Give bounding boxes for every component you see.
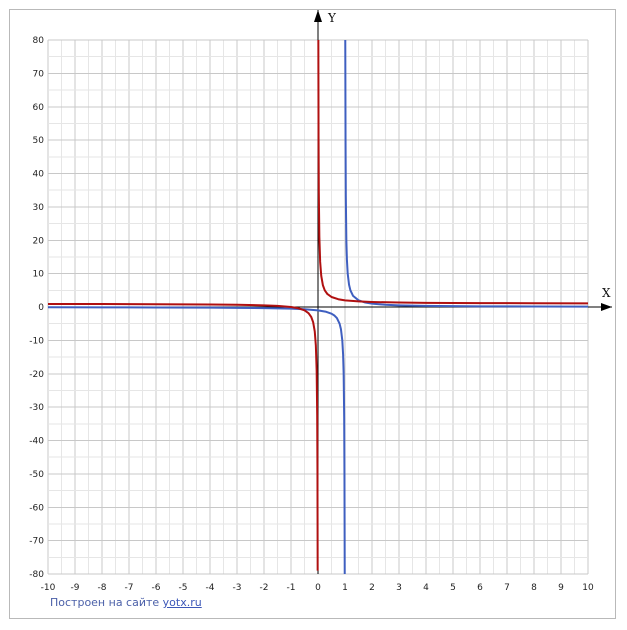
x-tick-label: -10 bbox=[41, 583, 56, 593]
credit-line: Построен на сайте yotx.ru bbox=[50, 596, 202, 609]
y-tick-label: -50 bbox=[29, 470, 44, 480]
credit-link[interactable]: yotx.ru bbox=[162, 596, 202, 609]
chart-frame bbox=[9, 9, 616, 619]
y-tick-label: -80 bbox=[29, 570, 44, 580]
x-axis-arrow bbox=[601, 303, 612, 311]
y-tick-label: 80 bbox=[33, 36, 45, 46]
x-tick-label: 7 bbox=[504, 583, 510, 593]
x-tick-labels: -10 -9 -8 -7 -6 -5 -4 -3 -2 -1 0 1 2 3 4 5 6 7 8 9 10 bbox=[41, 583, 594, 593]
x-tick-label: -4 bbox=[206, 583, 215, 593]
x-tick-label: -1 bbox=[287, 583, 296, 593]
series-curves bbox=[47, 39, 589, 575]
x-tick-label: 0 bbox=[315, 583, 321, 593]
x-tick-label: 5 bbox=[450, 583, 456, 593]
y-tick-label: -30 bbox=[29, 403, 44, 413]
y-axis-label: Y bbox=[327, 11, 337, 25]
y-tick-label: 30 bbox=[33, 203, 45, 213]
y-tick-label: 10 bbox=[33, 270, 45, 280]
x-tick-label: 4 bbox=[423, 583, 429, 593]
y-tick-labels: 80 70 60 50 40 30 20 10 0 -10 -20 -30 -40 -50 -60 -70 -8… bbox=[29, 36, 44, 580]
x-tick-label: -3 bbox=[233, 583, 242, 593]
x-tick-label: -2 bbox=[260, 583, 269, 593]
series-2-branch-2 bbox=[317, 39, 589, 305]
x-axis-label: X bbox=[602, 286, 611, 300]
x-tick-label: 6 bbox=[477, 583, 483, 593]
y-tick-label: -40 bbox=[29, 437, 44, 447]
y-tick-label: 0 bbox=[38, 303, 44, 313]
x-tick-label: -5 bbox=[179, 583, 188, 593]
series-2-branch-1 bbox=[47, 303, 319, 571]
credit-text: Построен на сайте bbox=[50, 596, 163, 609]
series-1-branch-2 bbox=[344, 39, 589, 308]
y-tick-label: -20 bbox=[29, 370, 44, 380]
series-1-branch-1 bbox=[47, 306, 346, 575]
x-tick-label: 8 bbox=[531, 583, 537, 593]
x-tick-label: 10 bbox=[582, 583, 594, 593]
y-tick-label: 70 bbox=[33, 69, 45, 79]
axes bbox=[48, 10, 612, 574]
y-tick-label: 40 bbox=[33, 170, 45, 180]
x-tick-label: -6 bbox=[152, 583, 161, 593]
x-tick-label: 9 bbox=[558, 583, 564, 593]
x-tick-label: -7 bbox=[125, 583, 134, 593]
y-tick-label: -60 bbox=[29, 503, 44, 513]
y-tick-label: -70 bbox=[29, 537, 44, 547]
x-tick-label: 3 bbox=[396, 583, 402, 593]
x-tick-label: 1 bbox=[342, 583, 348, 593]
x-tick-label: 2 bbox=[369, 583, 375, 593]
x-tick-label: -8 bbox=[98, 583, 107, 593]
y-tick-label: 20 bbox=[33, 236, 45, 246]
y-tick-label: 50 bbox=[33, 136, 45, 146]
y-axis-arrow bbox=[314, 10, 322, 22]
y-tick-label: 60 bbox=[33, 103, 45, 113]
x-tick-label: -9 bbox=[71, 583, 80, 593]
y-tick-label: -10 bbox=[29, 336, 44, 346]
